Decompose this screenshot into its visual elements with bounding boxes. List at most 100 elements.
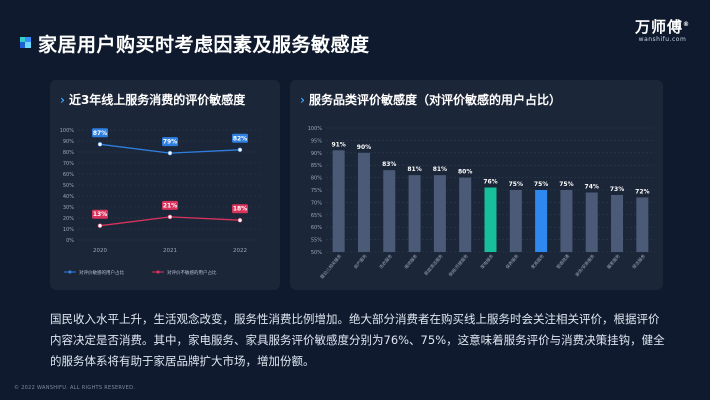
legend-label: 对评价不敏感的用户占比 [167, 269, 217, 276]
bar-value-label: 73% [610, 186, 624, 193]
y-tick-label: 100% [60, 128, 75, 134]
bar-value-label: 75% [509, 181, 523, 188]
bar [636, 197, 649, 252]
chevron-right-icon: › [60, 93, 65, 107]
y-tick-label: 80% [311, 176, 322, 182]
y-tick-label: 30% [63, 205, 74, 211]
bar [383, 170, 396, 252]
bar [560, 190, 573, 252]
y-tick-label: 90% [63, 139, 74, 145]
data-point [167, 150, 173, 156]
y-tick-label: 70% [311, 200, 322, 206]
y-tick-label: 85% [311, 163, 322, 169]
data-label: 18% [233, 206, 247, 213]
bar [332, 150, 345, 252]
bar-chart: 50% 55% 60% 65% 70% 75% 80% 85% 90% 95% 100% 91% 婴幼儿… [308, 126, 655, 280]
page-title: 家居用户购买时考虑因素及服务敏感度 [38, 34, 370, 56]
x-category-label: 管道疏通 [555, 252, 572, 270]
bar-value-label: 74% [585, 183, 599, 190]
bar-value-label: 91% [331, 141, 345, 148]
x-category-label: 装饰/安装服务 [573, 252, 596, 278]
copyright-footer: © 2022 WANSHIFU. ALL RIGHTS RESERVED. [14, 385, 136, 391]
legend-label: 对评价敏感的用户占比 [79, 269, 124, 276]
y-tick-label: 80% [63, 150, 74, 156]
bar [585, 192, 598, 252]
x-category-label: 家具服务 [529, 252, 546, 270]
x-category-label: 家庭清洁服务 [422, 252, 444, 277]
x-category-label: 保洁服务 [630, 252, 647, 270]
y-tick-label: 10% [63, 227, 74, 233]
data-label: 82% [233, 135, 247, 142]
chevron-right-icon: › [300, 93, 305, 107]
x-tick-label: 2022 [233, 248, 247, 254]
y-tick-label: 65% [311, 213, 322, 219]
bar [484, 187, 497, 252]
brand-logo: 万师傅® wanshifu.com [635, 16, 690, 43]
body-paragraph: 国民收入水平上升，生活观念改变，服务性消费比例增加。绝大部分消费者在购买线上服务… [50, 312, 665, 368]
title-mark-icon [20, 37, 31, 48]
x-category-label: 保姆/月嫂服务 [447, 252, 470, 278]
y-tick-label: 20% [63, 216, 74, 222]
bar-value-label: 81% [433, 166, 447, 173]
bar-chart-title: › 服务品类评价敏感度（对评价敏感的用户占比） [300, 93, 561, 107]
bar-value-label: 75% [534, 181, 548, 188]
x-category-label: 维修服务 [403, 252, 420, 270]
logo-domain: wanshifu.com [638, 36, 687, 43]
bar-chart-card: › 服务品类评价敏感度（对评价敏感的用户占比） 50% 55% 60% 65% 70% 75… [290, 80, 663, 290]
data-label-bg [162, 200, 178, 210]
y-tick-label: 55% [311, 238, 322, 244]
y-tick-label: 100% [308, 126, 323, 132]
y-tick-label: 50% [311, 250, 322, 256]
data-label: 21% [163, 202, 177, 209]
bar [433, 175, 446, 252]
bar-value-label: 83% [382, 161, 396, 168]
legend-marker [68, 270, 72, 274]
data-label-bg [232, 133, 248, 143]
data-point [237, 147, 243, 153]
y-tick-label: 50% [63, 183, 74, 189]
line-chart: 0% 10% 20% 30% 40% 50% 60% 70% 80% 90% 100% 2020 202… [60, 128, 260, 276]
bar-value-label: 80% [458, 169, 472, 176]
legend-marker [156, 270, 160, 274]
data-point [97, 223, 103, 228]
y-tick-label: 95% [311, 138, 322, 144]
y-tick-label: 0% [66, 238, 74, 244]
x-category-label: 房产服务 [352, 252, 369, 270]
data-label: 13% [93, 211, 107, 218]
x-category-label: 洗衣服务 [377, 252, 394, 270]
data-point [237, 217, 243, 223]
data-label-bg [232, 204, 248, 214]
x-category-label: 婴幼儿相关服务 [318, 252, 343, 280]
data-point [167, 214, 173, 220]
data-label: 79% [163, 139, 177, 146]
y-tick-label: 70% [63, 161, 74, 167]
data-label-bg [162, 137, 178, 147]
bar-value-label: 72% [635, 188, 649, 195]
bar-value-label: 81% [407, 166, 421, 173]
x-category-label: 搬家服务 [605, 252, 622, 270]
bar [357, 152, 370, 252]
y-tick-label: 60% [63, 172, 74, 178]
y-tick-label: 40% [63, 194, 74, 200]
data-point [97, 142, 103, 147]
y-tick-label: 60% [311, 225, 322, 231]
bar [509, 190, 522, 252]
y-tick-label: 90% [311, 151, 322, 157]
bar [408, 175, 421, 252]
bar [611, 194, 624, 252]
data-label: 87% [93, 130, 107, 137]
x-tick-label: 2021 [163, 248, 177, 254]
x-category-label: 保养服务 [504, 252, 521, 270]
bar [459, 177, 472, 252]
bar [535, 190, 548, 252]
logo-wordmark: 万师傅® [634, 18, 690, 36]
data-label-bg [92, 128, 108, 138]
x-tick-label: 2020 [93, 248, 107, 254]
line-chart-card: › 近3年线上服务消费的评价敏感度 0% 10% 20% 30% 40% 50% 60% 70%… [50, 80, 280, 290]
bar-value-label: 90% [357, 144, 371, 151]
line-chart-title: › 近3年线上服务消费的评价敏感度 [60, 93, 246, 107]
data-label-bg [92, 209, 108, 219]
bar-value-label: 75% [559, 181, 573, 188]
bar-value-label: 76% [483, 179, 497, 186]
y-tick-label: 75% [311, 188, 322, 194]
